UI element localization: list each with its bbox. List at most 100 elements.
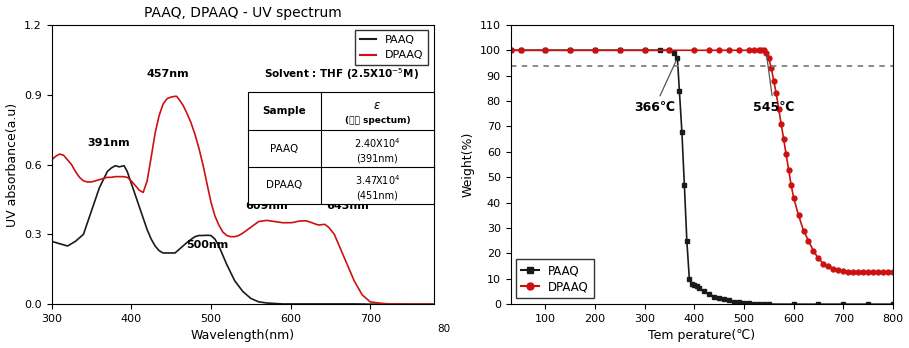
DPAAQ (704, 48, 714, 52)
DPAAQ (877, 270, 888, 275)
Text: (기준 spectum): (기준 spectum) (345, 117, 410, 126)
Text: 366℃: 366℃ (634, 61, 676, 114)
DPAAQ (823, 264, 834, 268)
PAAQ (679, 183, 690, 187)
PAAQ (863, 302, 874, 306)
PAAQ (724, 298, 734, 302)
DPAAQ (833, 268, 844, 272)
PAAQ (813, 302, 824, 306)
DPAAQ (405, 302, 415, 306)
PAAQ (714, 296, 724, 300)
PAAQ (672, 56, 683, 60)
Text: 609nm: 609nm (245, 201, 288, 211)
DPAAQ (754, 48, 764, 52)
Legend: PAAQ, DPAAQ: PAAQ, DPAAQ (516, 259, 594, 298)
DPAAQ (764, 56, 774, 60)
DPAAQ (664, 48, 674, 52)
PAAQ (684, 277, 694, 281)
PAAQ (245, 296, 256, 300)
DPAAQ (775, 122, 786, 126)
PAAQ (887, 302, 898, 306)
PAAQ (692, 284, 703, 288)
Text: 457nm: 457nm (146, 69, 189, 79)
DPAAQ (639, 48, 650, 52)
PAAQ (540, 48, 551, 52)
DPAAQ (828, 267, 839, 271)
Y-axis label: UV absorbance(a.u): UV absorbance(a.u) (5, 102, 18, 227)
DPAAQ (761, 51, 772, 55)
DPAAQ (768, 79, 779, 83)
DPAAQ (614, 48, 625, 52)
DPAAQ (798, 228, 809, 232)
DPAAQ (887, 270, 898, 275)
Legend: PAAQ, DPAAQ: PAAQ, DPAAQ (355, 30, 428, 65)
DPAAQ (66, 163, 77, 167)
PAAQ (70, 239, 81, 243)
PAAQ (704, 292, 714, 296)
DPAAQ (505, 48, 516, 52)
DPAAQ (793, 213, 804, 218)
DPAAQ (843, 270, 854, 274)
DPAAQ (724, 48, 734, 52)
DPAAQ (873, 270, 884, 275)
PAAQ (738, 301, 749, 305)
Title: PAAQ, DPAAQ - UV spectrum: PAAQ, DPAAQ - UV spectrum (144, 6, 342, 19)
PAAQ (46, 239, 57, 243)
PAAQ (614, 48, 625, 52)
DPAAQ (883, 270, 894, 275)
DPAAQ (744, 48, 754, 52)
DPAAQ (145, 156, 156, 160)
Line: DPAAQ: DPAAQ (52, 96, 434, 304)
DPAAQ (771, 92, 782, 96)
DPAAQ (838, 269, 849, 273)
DPAAQ (781, 152, 792, 157)
Text: 3.47X10$^4$: 3.47X10$^4$ (355, 173, 400, 187)
DPAAQ (813, 256, 824, 261)
PAAQ (564, 48, 575, 52)
DPAAQ (689, 48, 700, 52)
DPAAQ (867, 270, 878, 275)
PAAQ (754, 302, 764, 306)
Line: PAAQ: PAAQ (508, 48, 895, 307)
PAAQ (838, 302, 849, 306)
Text: 391nm: 391nm (87, 138, 129, 148)
PAAQ (654, 48, 665, 52)
DPAAQ (863, 270, 874, 275)
DPAAQ (177, 103, 188, 107)
PAAQ (728, 300, 739, 304)
Bar (248, 92, 434, 204)
Text: 500nm: 500nm (185, 240, 228, 250)
DPAAQ (808, 249, 819, 253)
PAAQ (138, 216, 149, 220)
Text: PAAQ: PAAQ (271, 144, 299, 153)
DPAAQ (289, 220, 300, 224)
PAAQ (744, 301, 754, 306)
DPAAQ (803, 239, 814, 243)
Text: Solvent : THF (2.5X10$^{-5}$M): Solvent : THF (2.5X10$^{-5}$M) (264, 66, 419, 82)
PAAQ (689, 283, 700, 287)
PAAQ (764, 302, 774, 306)
DPAAQ (564, 48, 575, 52)
PAAQ (62, 244, 73, 248)
DPAAQ (788, 196, 799, 200)
PAAQ (664, 48, 674, 52)
PAAQ (686, 282, 697, 286)
DPAAQ (818, 261, 829, 266)
Text: $\varepsilon$: $\varepsilon$ (374, 99, 381, 112)
Line: PAAQ: PAAQ (52, 166, 434, 304)
Text: Sample: Sample (263, 106, 306, 116)
DPAAQ (714, 48, 724, 52)
PAAQ (758, 302, 769, 306)
DPAAQ (515, 48, 526, 52)
DPAAQ (590, 48, 601, 52)
Y-axis label: Weight(%): Weight(%) (461, 132, 474, 197)
DPAAQ (785, 183, 796, 187)
PAAQ (676, 129, 687, 134)
Text: 80: 80 (438, 324, 451, 334)
PAAQ (237, 289, 248, 293)
DPAAQ (778, 137, 789, 141)
Text: 545℃: 545℃ (753, 56, 794, 114)
PAAQ (734, 300, 744, 304)
DPAAQ (774, 106, 784, 111)
PAAQ (515, 48, 526, 52)
